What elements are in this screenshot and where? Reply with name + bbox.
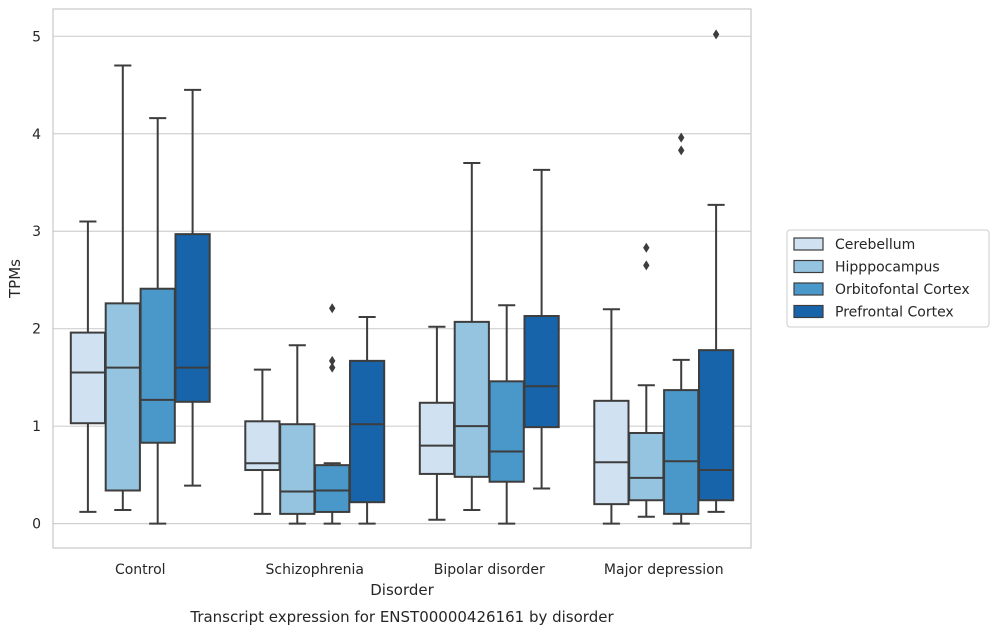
box-iqr — [523, 315, 560, 429]
legend-entry-label: Orbitofontal Cortex — [835, 282, 970, 298]
box-cerebellum — [69, 220, 107, 513]
box-iqr — [593, 399, 630, 506]
outlier-point — [678, 145, 685, 156]
y-tick-label: 0 — [32, 517, 41, 533]
box-cerebellum — [244, 368, 281, 515]
box-iqr — [174, 233, 211, 403]
outlier-point — [643, 260, 650, 271]
box-cerebellum — [593, 308, 630, 525]
box-iqr — [104, 302, 141, 492]
box-hipppocampus — [453, 162, 490, 511]
x-tick-label: Bipolar disorder — [434, 562, 545, 578]
box-iqr — [279, 423, 316, 515]
y-tick-label: 5 — [32, 29, 41, 45]
outlier-point — [643, 242, 650, 253]
legend-swatch — [793, 259, 824, 274]
box-iqr — [628, 431, 665, 502]
box-iqr — [314, 464, 351, 513]
legend-swatch — [793, 237, 824, 251]
y-tick-label: 1 — [32, 419, 41, 435]
box-iqr — [69, 331, 107, 425]
x-axis-label: Disorder — [370, 581, 434, 599]
outlier-point — [329, 362, 336, 373]
box-groups — [69, 29, 735, 525]
box-hipppocampus — [279, 344, 316, 525]
box-orbitofontal-cortex — [314, 303, 351, 525]
legend-frame — [786, 229, 990, 328]
x-tick-label: Control — [115, 562, 166, 578]
box-prefrontal-cortex — [348, 316, 386, 525]
y-tick-label: 4 — [32, 127, 41, 143]
box-iqr — [418, 401, 456, 475]
legend-entry-label: Hipppocampus — [835, 260, 940, 276]
box-iqr — [453, 320, 490, 478]
box-prefrontal-cortex — [523, 168, 560, 490]
box-prefrontal-cortex — [174, 88, 211, 487]
y-axis-label: TPMs — [6, 259, 24, 299]
box-hipppocampus — [628, 242, 665, 518]
box-hipppocampus — [104, 64, 141, 511]
legend-entry-label: Prefrontal Cortex — [835, 305, 954, 321]
outlier-point — [678, 132, 685, 143]
box-cerebellum — [418, 325, 456, 521]
box-iqr — [488, 380, 525, 483]
y-tick-label: 2 — [32, 322, 41, 338]
box-orbitofontal-cortex — [488, 304, 525, 525]
box-iqr — [139, 287, 176, 444]
legend-swatch — [793, 282, 824, 296]
x-tick-label: Schizophrenia — [266, 562, 364, 578]
outlier-point — [329, 303, 336, 314]
y-tick-label: 3 — [32, 224, 41, 240]
plot-frame — [52, 8, 752, 549]
box-iqr — [244, 420, 281, 472]
x-axis-ticks: Control Schizophrenia Bipolar disorder Majo… — [115, 562, 724, 578]
legend-entry-label: Cerebellum — [835, 237, 915, 253]
box-iqr — [663, 389, 700, 515]
outlier-point — [329, 355, 336, 366]
legend: Cerebellum Hipppocampus Orbitofontal Corte… — [786, 229, 990, 328]
box-orbitofontal-cortex — [139, 117, 176, 525]
y-axis-ticks: 0 1 2 3 4 5 — [32, 29, 41, 532]
outlier-point — [712, 29, 720, 40]
chart-caption: Transcript expression for ENST0000042616… — [189, 608, 614, 626]
box-prefrontal-cortex — [697, 29, 735, 513]
legend-swatch — [793, 304, 824, 319]
x-tick-label: Major depression — [604, 562, 724, 578]
box-iqr — [697, 349, 735, 502]
box-iqr — [348, 359, 386, 504]
